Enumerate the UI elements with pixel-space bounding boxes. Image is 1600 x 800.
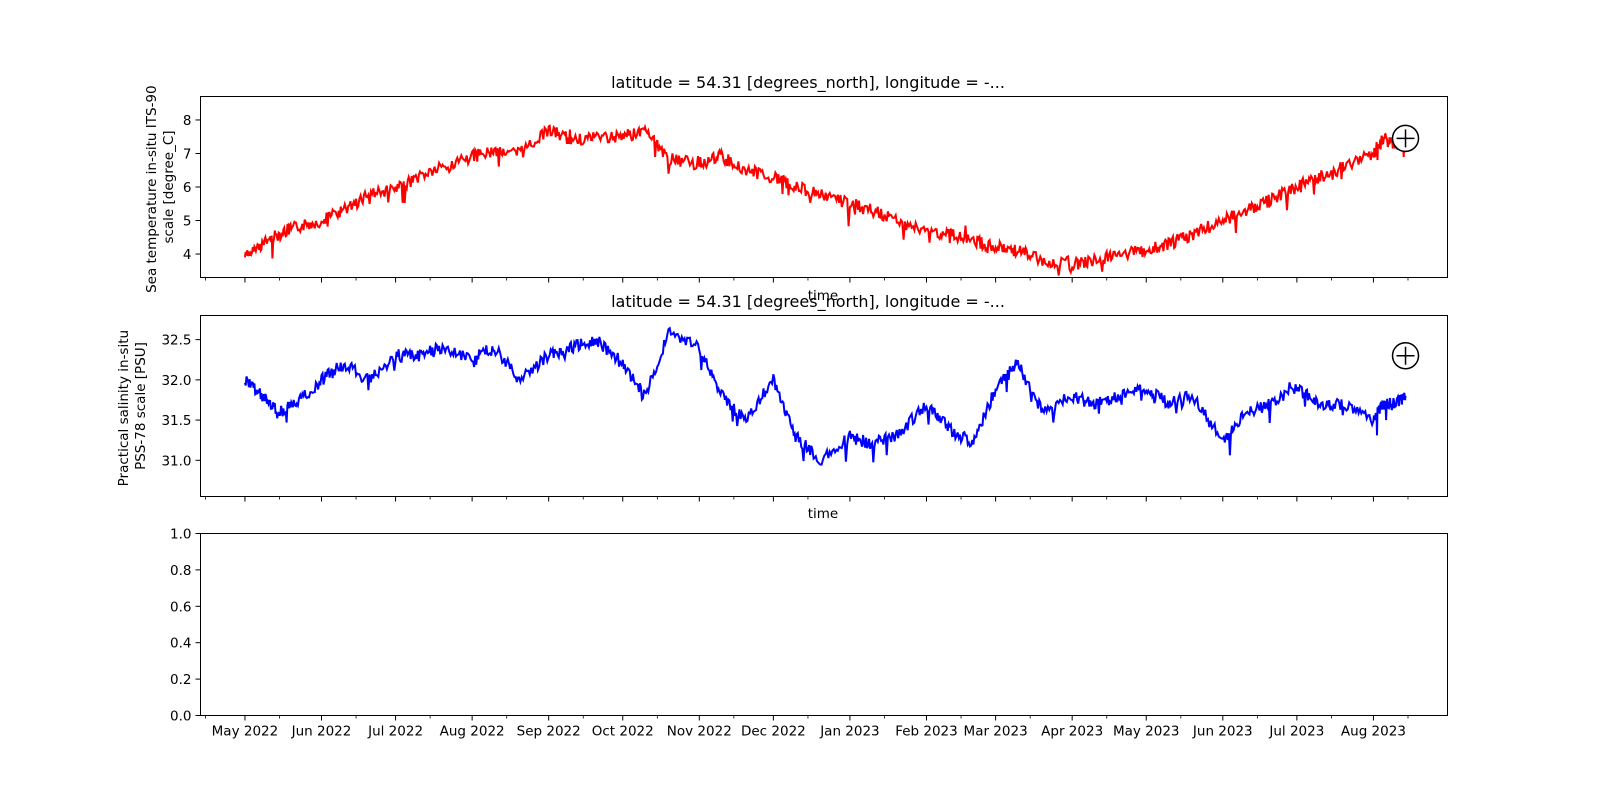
empty-panel-x-ticks: May 2022 Jun 2022 Jul 2022 Aug 2022 Sep 2022…: [205, 715, 1409, 740]
x-tick-label: Jan 2023: [819, 724, 879, 740]
salinity-y-ticks: 31.0 31.5 32.0 32.5: [161, 333, 201, 469]
temperature-y-tick-label: 7: [183, 146, 192, 162]
temperature-axes-frame: [200, 96, 1448, 278]
x-tick-label: Dec 2022: [741, 724, 806, 740]
empty-panel-y-tick-label: 1.0: [170, 527, 191, 543]
x-tick-label: Jun 2022: [291, 724, 352, 740]
salinity-y-tick-label: 31.5: [161, 413, 191, 429]
salinity-y-label: Practical salinity in-situ PSS-78 scale …: [116, 326, 149, 487]
empty-panel-axes-frame: [200, 533, 1448, 716]
salinity-axes-frame: [200, 315, 1448, 497]
x-tick-label: Mar 2023: [964, 724, 1028, 740]
x-tick-label: Nov 2022: [667, 724, 732, 740]
salinity-y-tick-label: 32.5: [161, 333, 191, 349]
salinity-y-tick-label: 31.0: [161, 453, 191, 469]
empty-panel-y-tick-label: 0.0: [170, 709, 191, 725]
temperature-y-label-line-1: Sea temperature in-situ ITS-90: [144, 85, 160, 293]
temperature-series-line: [243, 123, 1407, 276]
salinity-panel: latitude = 54.31 [degrees_north], longit…: [116, 292, 1448, 522]
x-tick-label: May 2022: [212, 724, 279, 740]
temperature-y-tick-label: 4: [183, 247, 192, 263]
x-tick-label: Jul 2023: [1268, 724, 1324, 740]
empty-panel-y-ticks: 0.0 0.2 0.4 0.6 0.8 1.0: [170, 527, 201, 725]
x-tick-label: Apr 2023: [1041, 724, 1103, 740]
x-tick-label: May 2023: [1113, 724, 1180, 740]
salinity-y-label-line-2: PSS-78 scale [PSU]: [133, 342, 149, 470]
salinity-y-tick-label: 32.0: [161, 373, 191, 389]
salinity-series-line: [243, 326, 1407, 466]
salinity-marker-icon: [1391, 341, 1420, 370]
temperature-title: latitude = 54.31 [degrees_north], longit…: [611, 73, 1005, 93]
temperature-y-tick-label: 8: [183, 113, 192, 129]
x-tick-label: Jun 2023: [1192, 724, 1253, 740]
empty-panel-y-tick-label: 0.8: [170, 563, 191, 579]
x-tick-label: Oct 2022: [592, 724, 654, 740]
temperature-x-label: time: [808, 288, 839, 304]
salinity-y-label-line-1: Practical salinity in-situ: [116, 330, 132, 486]
temperature-y-label: Sea temperature in-situ ITS-90 scale [de…: [144, 81, 177, 293]
temperature-y-ticks: 4 5 6 7 8: [183, 113, 201, 263]
salinity-x-label: time: [808, 506, 839, 522]
x-tick-label: Aug 2023: [1341, 724, 1406, 740]
salinity-title: latitude = 54.31 [degrees_north], longit…: [611, 292, 1005, 312]
x-tick-label: Aug 2022: [440, 724, 505, 740]
temperature-y-tick-label: 6: [183, 180, 192, 196]
empty-panel-y-tick-label: 0.6: [170, 599, 191, 615]
empty-panel-y-tick-label: 0.4: [170, 636, 191, 652]
x-tick-label: Feb 2023: [895, 724, 958, 740]
empty-panel: 0.0 0.2 0.4 0.6 0.8 1.0 May 2022 Jun 2022 Jul 2…: [170, 527, 1448, 740]
temperature-panel: latitude = 54.31 [degrees_north], longit…: [144, 73, 1448, 304]
empty-panel-y-tick-label: 0.2: [170, 672, 191, 688]
temperature-y-tick-label: 5: [183, 214, 192, 230]
temperature-x-ticks: [205, 277, 1409, 283]
temperature-y-label-line-2: scale [degree_C]: [161, 130, 177, 243]
temperature-marker-icon: [1391, 124, 1420, 153]
salinity-x-ticks: [205, 496, 1409, 502]
x-tick-label: Sep 2022: [517, 724, 581, 740]
x-tick-label: Jul 2022: [367, 724, 423, 740]
